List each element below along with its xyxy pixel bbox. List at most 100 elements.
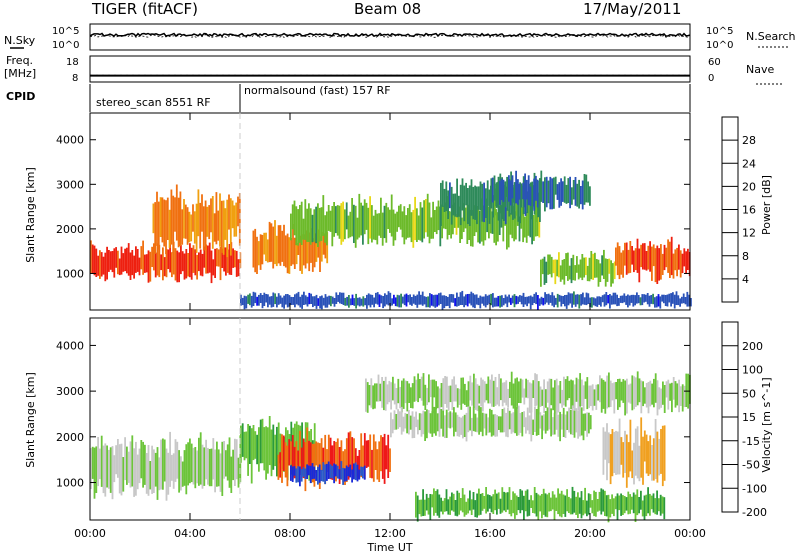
echo-cell xyxy=(483,296,485,306)
echo-cell xyxy=(160,439,162,490)
echo-cell xyxy=(365,202,368,230)
echo-cell xyxy=(183,199,185,239)
echo-cell xyxy=(579,259,582,278)
echo-cell xyxy=(557,385,560,413)
echo-cell xyxy=(611,429,614,477)
echo-cell xyxy=(571,486,574,515)
echo-cell xyxy=(368,385,371,406)
echo-cell xyxy=(192,447,195,485)
y-tick-label: 3000 xyxy=(56,178,84,191)
echo-cell xyxy=(546,381,549,403)
echo-cell xyxy=(489,201,492,234)
echo-cell xyxy=(687,248,689,270)
echo-cell xyxy=(327,434,330,473)
echo-cell xyxy=(198,437,200,486)
echo-cell xyxy=(636,371,639,406)
echo-cell xyxy=(541,494,543,519)
echo-cell xyxy=(529,201,532,238)
echo-cell xyxy=(404,413,407,429)
echo-cell xyxy=(369,196,371,239)
echo-cell xyxy=(622,250,624,278)
echo-cell xyxy=(445,181,448,212)
echo-cell xyxy=(221,441,224,496)
echo-cell xyxy=(659,494,662,516)
echo-cell xyxy=(517,179,519,205)
echo-cell xyxy=(530,383,533,413)
echo-cell xyxy=(502,205,505,242)
echo-cell xyxy=(176,250,179,283)
echo-cell xyxy=(212,438,215,480)
echo-cell xyxy=(400,293,402,308)
echo-cell xyxy=(315,470,317,481)
echo-cell xyxy=(426,387,428,406)
echo-cell xyxy=(570,379,572,410)
echo-region xyxy=(240,290,692,310)
echo-cell xyxy=(498,373,500,407)
echo-cell xyxy=(602,489,604,512)
echo-cell xyxy=(505,380,508,406)
echo-cell xyxy=(319,296,321,309)
echo-cell xyxy=(661,425,664,487)
echo-cell xyxy=(374,209,377,241)
echo-cell xyxy=(392,209,395,246)
echo-cell xyxy=(616,242,619,276)
echo-cell xyxy=(585,292,588,306)
echo-cell xyxy=(500,378,502,401)
echo-cell xyxy=(324,434,327,485)
echo-cell xyxy=(541,389,544,406)
echo-cell xyxy=(147,250,150,283)
echo-cell xyxy=(276,426,278,477)
echo-cell xyxy=(587,293,590,304)
echo-cell xyxy=(630,294,633,303)
echo-cell xyxy=(553,295,555,308)
date-label: 17/May/2011 xyxy=(583,0,681,18)
echo-cell xyxy=(609,499,612,518)
echo-cell xyxy=(559,411,561,442)
echo-cell xyxy=(493,175,496,201)
echo-cell xyxy=(475,294,478,305)
echo-cell xyxy=(440,497,442,512)
echo-cell xyxy=(445,409,448,438)
echo-cell xyxy=(641,500,644,517)
echo-cell xyxy=(446,376,448,408)
echo-cell xyxy=(592,297,595,306)
echo-cell xyxy=(308,292,311,305)
echo-cell xyxy=(247,424,249,476)
echo-cell xyxy=(292,224,294,265)
echo-cell xyxy=(455,384,457,402)
echo-cell xyxy=(613,382,616,414)
echo-cell xyxy=(456,178,458,218)
echo-cell xyxy=(570,409,572,435)
y-tick-label: 4000 xyxy=(56,339,84,352)
echo-cell xyxy=(453,376,455,402)
echo-cell xyxy=(558,182,561,208)
echo-cell xyxy=(177,197,180,248)
echo-cell xyxy=(462,416,464,439)
echo-cell xyxy=(174,197,176,232)
echo-cell xyxy=(541,415,543,440)
echo-cell xyxy=(642,436,644,485)
echo-cell xyxy=(638,497,640,514)
echo-cell xyxy=(163,199,166,247)
echo-cell xyxy=(145,453,148,494)
echo-cell xyxy=(502,298,505,306)
echo-cell xyxy=(237,196,239,227)
echo-cell xyxy=(223,441,225,479)
echo-region xyxy=(415,486,666,523)
echo-cell xyxy=(528,499,531,516)
echo-cell xyxy=(678,379,680,413)
echo-cell xyxy=(515,211,517,240)
echo-cell xyxy=(612,263,614,284)
echo-cell xyxy=(562,181,564,202)
echo-cell xyxy=(542,488,545,515)
echo-cell xyxy=(641,294,644,306)
echo-cell xyxy=(198,252,200,272)
echo-cell xyxy=(506,296,509,308)
echo-cell xyxy=(228,244,231,275)
echo-cell xyxy=(386,384,389,405)
echo-cell xyxy=(573,384,576,411)
echo-cell xyxy=(311,238,314,272)
echo-cell xyxy=(156,243,159,276)
echo-cell xyxy=(345,465,348,481)
echo-cell xyxy=(584,381,587,399)
